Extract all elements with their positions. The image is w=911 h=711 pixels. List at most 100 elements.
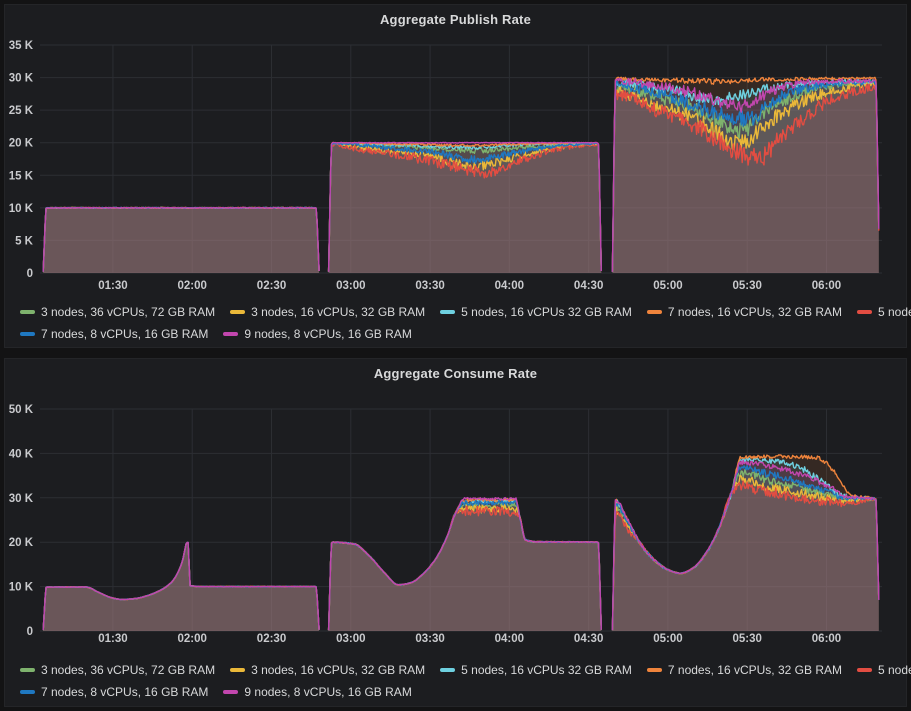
series-fill-9-nodes-8-vcpus-16-gb-ram	[43, 207, 320, 273]
legend-item-5-nodes-8-vcpus-16-gb-ram[interactable]: 5 nodes, 8 vCPUs, 16 GB RAM	[856, 305, 911, 319]
x-tick-label: 06:00	[812, 280, 841, 292]
x-tick-label: 04:30	[574, 280, 603, 292]
series-lines	[42, 76, 880, 272]
series-fill-5-nodes-8-vcpus-16-gb-ram	[328, 143, 602, 273]
legend-label: 5 nodes, 16 vCPUs 32 GB RAM	[461, 305, 632, 319]
legend-item-9-nodes-8-vcpus-16-gb-ram[interactable]: 9 nodes, 8 vCPUs, 16 GB RAM	[223, 685, 412, 699]
y-tick-label: 35 K	[9, 40, 34, 52]
legend-item-3-nodes-16-vcpus-32-gb-ram[interactable]: 3 nodes, 16 vCPUs, 32 GB RAM	[230, 663, 425, 677]
legend-row: 3 nodes, 36 vCPUs, 72 GB RAM 3 nodes, 16 …	[20, 302, 911, 322]
legend-item-3-nodes-16-vcpus-32-gb-ram[interactable]: 3 nodes, 16 vCPUs, 32 GB RAM	[230, 305, 425, 319]
series-line-7-nodes-8-vcpus-16-gb-ram	[327, 142, 602, 272]
legend-color-swatch	[856, 310, 872, 314]
series-line-9-nodes-8-vcpus-16-gb-ram	[42, 541, 320, 631]
legend-row: 3 nodes, 36 vCPUs, 72 GB RAM 3 nodes, 16 …	[20, 660, 911, 680]
x-tick-label: 03:30	[415, 633, 444, 645]
series-line-7-nodes-8-vcpus-16-gb-ram	[611, 79, 880, 272]
series-fill-5-nodes-16-vcpus-32-gb-ram	[43, 207, 320, 273]
legend-item-5-nodes-16-vcpus-32-gb-ram[interactable]: 5 nodes, 16 vCPUs 32 GB RAM	[440, 305, 632, 319]
series-fill-7-nodes-8-vcpus-16-gb-ram	[612, 80, 879, 273]
legend-color-swatch	[20, 690, 35, 694]
series-fill-7-nodes-8-vcpus-16-gb-ram	[43, 207, 320, 273]
y-tick-label: 50 K	[9, 404, 34, 416]
x-tick-label: 04:00	[495, 633, 524, 645]
y-tick-label: 0	[27, 626, 33, 638]
legend-item-7-nodes-16-vcpus-32-gb-ram[interactable]: 7 nodes, 16 vCPUs, 32 GB RAM	[646, 663, 842, 677]
series-fill-5-nodes-16-vcpus-32-gb-ram	[43, 542, 320, 631]
x-tick-label: 05:00	[653, 280, 682, 292]
series-fill-5-nodes-8-vcpus-16-gb-ram	[43, 207, 320, 273]
y-tick-label: 20 K	[9, 537, 34, 549]
y-tick-label: 0	[27, 268, 33, 280]
consume-rate-chart[interactable]: 0 10 K 20 K 30 K 40 K 50 K 01:30 02:00 02:30 03:0…	[5, 359, 906, 655]
x-tick-label: 03:00	[336, 633, 365, 645]
publish-rate-chart[interactable]: 0 5 K 10 K 15 K 20 K 25 K 30 K 35 K 01:30 02:00 02…	[5, 5, 906, 301]
legend-color-swatch	[223, 690, 239, 694]
series-line-5-nodes-8-vcpus-16-gb-ram	[327, 142, 602, 272]
legend-label: 5 nodes, 8 vCPUs, 16 GB RAM	[877, 305, 911, 319]
legend-item-7-nodes-8-vcpus-16-gb-ram[interactable]: 7 nodes, 8 vCPUs, 16 GB RAM	[20, 327, 208, 341]
x-tick-label: 01:30	[98, 280, 127, 292]
legend-item-3-nodes-36-vcpus-72-gb-ram[interactable]: 3 nodes, 36 vCPUs, 72 GB RAM	[20, 663, 215, 677]
legend-color-swatch	[20, 310, 35, 314]
legend-label: 5 nodes, 16 vCPUs 32 GB RAM	[461, 663, 632, 677]
series-fill-7-nodes-16-vcpus-32-gb-ram	[43, 542, 320, 631]
y-tick-label: 30 K	[9, 73, 34, 85]
x-tick-label: 03:00	[336, 280, 365, 292]
legend-item-7-nodes-8-vcpus-16-gb-ram[interactable]: 7 nodes, 8 vCPUs, 16 GB RAM	[20, 685, 208, 699]
series-fill-7-nodes-16-vcpus-32-gb-ram	[612, 77, 879, 273]
series-fill-5-nodes-8-vcpus-16-gb-ram	[43, 542, 320, 631]
series-fill-3-nodes-16-vcpus-32-gb-ram	[612, 81, 879, 273]
series-line-9-nodes-8-vcpus-16-gb-ram	[611, 459, 880, 631]
legend-label: 9 nodes, 8 vCPUs, 16 GB RAM	[244, 327, 412, 341]
series-fill-7-nodes-8-vcpus-16-gb-ram	[328, 142, 602, 273]
series-fill-7-nodes-16-vcpus-32-gb-ram	[328, 498, 602, 631]
y-tick-label: 20 K	[9, 138, 34, 150]
series-fill-3-nodes-36-vcpus-72-gb-ram	[43, 542, 320, 631]
x-tick-label: 02:30	[257, 633, 286, 645]
legend-label: 5 nodes, 8 vCPUs, 16 GB RAM	[877, 663, 911, 677]
series-fill-5-nodes-16-vcpus-32-gb-ram	[328, 142, 602, 273]
series-fill-3-nodes-16-vcpus-32-gb-ram	[612, 475, 879, 631]
axis-labels: 0 10 K 20 K 30 K 40 K 50 K 01:30 02:00 02:30 03:0…	[9, 404, 842, 645]
series-fill-7-nodes-16-vcpus-32-gb-ram	[43, 207, 320, 273]
legend-color-swatch	[646, 310, 662, 314]
legend-color-swatch	[230, 668, 246, 672]
legend-label: 7 nodes, 8 vCPUs, 16 GB RAM	[41, 327, 209, 341]
legend-item-7-nodes-16-vcpus-32-gb-ram[interactable]: 7 nodes, 16 vCPUs, 32 GB RAM	[646, 305, 842, 319]
series-fill-3-nodes-36-vcpus-72-gb-ram	[328, 142, 602, 273]
series-fills	[43, 77, 879, 274]
x-tick-label: 05:30	[733, 633, 762, 645]
legend-item-3-nodes-36-vcpus-72-gb-ram[interactable]: 3 nodes, 36 vCPUs, 72 GB RAM	[20, 305, 215, 319]
y-tick-label: 40 K	[9, 448, 34, 460]
series-line-9-nodes-8-vcpus-16-gb-ram	[42, 206, 320, 272]
series-fill-3-nodes-16-vcpus-32-gb-ram	[43, 207, 320, 273]
legend-label: 9 nodes, 8 vCPUs, 16 GB RAM	[244, 685, 412, 699]
legend-label: 3 nodes, 36 vCPUs, 72 GB RAM	[41, 663, 216, 677]
consume-panel-title[interactable]: Aggregate Consume Rate	[373, 366, 538, 381]
consume-rate-legend: 3 nodes, 36 vCPUs, 72 GB RAM 3 nodes, 16 …	[20, 660, 911, 702]
legend-item-5-nodes-16-vcpus-32-gb-ram[interactable]: 5 nodes, 16 vCPUs 32 GB RAM	[440, 663, 632, 677]
legend-color-swatch	[20, 332, 35, 336]
legend-item-9-nodes-8-vcpus-16-gb-ram[interactable]: 9 nodes, 8 vCPUs, 16 GB RAM	[223, 327, 412, 341]
publish-panel-title[interactable]: Aggregate Publish Rate	[379, 12, 532, 27]
legend-color-swatch	[440, 310, 456, 314]
series-fill-7-nodes-8-vcpus-16-gb-ram	[43, 542, 320, 631]
series-fill-3-nodes-16-vcpus-32-gb-ram	[328, 504, 602, 631]
x-tick-label: 04:30	[574, 633, 603, 645]
series-fill-7-nodes-8-vcpus-16-gb-ram	[328, 500, 602, 631]
legend-color-swatch	[440, 668, 456, 672]
legend-color-swatch	[856, 668, 872, 672]
series-fill-5-nodes-16-vcpus-32-gb-ram	[612, 79, 879, 273]
axis-labels: 0 5 K 10 K 15 K 20 K 25 K 30 K 35 K 01:30 02:00 02…	[9, 40, 842, 292]
panel-publish-rate: 0 5 K 10 K 15 K 20 K 25 K 30 K 35 K 01:30 02:00 02…	[4, 4, 911, 348]
series-fill-3-nodes-16-vcpus-32-gb-ram	[43, 542, 320, 631]
legend-item-5-nodes-8-vcpus-16-gb-ram[interactable]: 5 nodes, 8 vCPUs, 16 GB RAM	[856, 663, 911, 677]
x-tick-label: 04:00	[495, 280, 524, 292]
series-fill-7-nodes-16-vcpus-32-gb-ram	[328, 142, 602, 273]
series-line-7-nodes-16-vcpus-32-gb-ram	[611, 76, 880, 272]
y-tick-label: 30 K	[9, 493, 34, 505]
y-tick-label: 15 K	[9, 170, 34, 182]
series-lines	[42, 454, 880, 631]
